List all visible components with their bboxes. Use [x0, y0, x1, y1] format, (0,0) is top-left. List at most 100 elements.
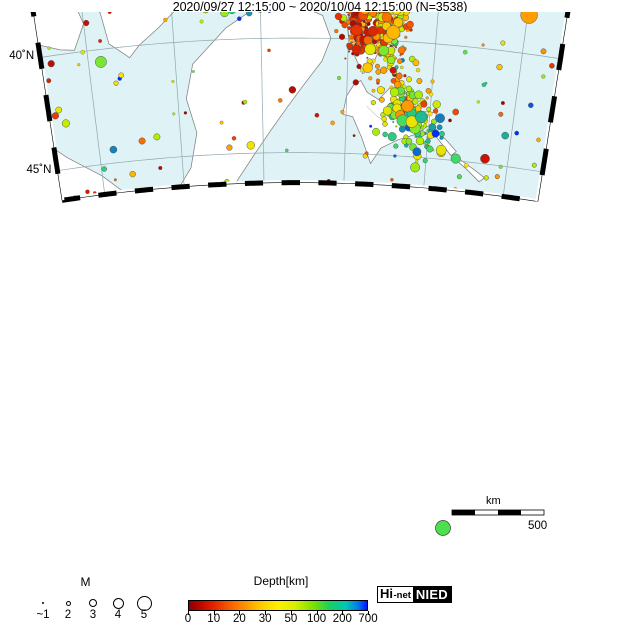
epicenter-marker	[427, 146, 433, 152]
epicenter-marker	[154, 134, 160, 140]
epicenter-marker	[463, 50, 467, 54]
epicenter-marker	[227, 145, 233, 151]
epicenter-marker	[416, 68, 420, 72]
epicenter-marker	[379, 46, 389, 56]
epicenter-marker	[480, 154, 489, 163]
epicenter-marker	[289, 86, 296, 93]
epicenter-marker	[400, 66, 403, 69]
magnitude-label-5: 5	[141, 609, 147, 622]
epicenter-marker	[267, 49, 270, 52]
epicenter-marker	[130, 171, 136, 177]
logo-hi-text: Hi	[380, 587, 393, 601]
epicenter-marker	[366, 57, 368, 59]
epicenter-marker	[158, 166, 162, 170]
epicenter-marker	[390, 178, 393, 181]
epicenter-marker	[431, 80, 435, 84]
epicenter-marker	[501, 101, 505, 105]
hinet-nied-logo[interactable]: Hi-net NIED	[377, 586, 452, 603]
scale-bar-segment	[452, 510, 475, 515]
magnitude-symbol-4	[113, 598, 124, 609]
epicenter-marker	[477, 100, 480, 103]
epicenter-marker	[387, 56, 395, 64]
epicenter-marker	[379, 97, 384, 102]
epicenter-marker	[406, 86, 412, 92]
magnitude-symbol-2	[66, 601, 71, 606]
epicenter-marker	[246, 12, 252, 16]
epicenter-marker	[342, 22, 348, 28]
epicenter-marker	[415, 91, 423, 99]
epicenter-marker	[536, 138, 540, 142]
land-sakhalin	[372, 185, 391, 212]
magnitude-label-4: 4	[115, 609, 121, 622]
lat-tick-40: 40˚N	[0, 50, 34, 62]
epicenter-marker	[394, 144, 399, 149]
epicenter-marker	[348, 51, 350, 53]
epicenter-marker	[423, 124, 427, 128]
epicenter-marker	[114, 81, 119, 86]
depth-tick-20	[239, 611, 240, 615]
epicenter-marker	[464, 163, 468, 167]
epicenter-marker	[541, 49, 546, 54]
epicenter-marker	[285, 149, 288, 152]
depth-legend-title: Depth[km]	[186, 574, 376, 588]
epicenter-marker	[392, 121, 394, 123]
epicenter-marker	[52, 112, 59, 119]
epicenter-marker	[451, 154, 461, 164]
epicenter-marker	[46, 78, 51, 83]
epicenter-marker	[528, 103, 533, 108]
epicenter-marker	[495, 174, 500, 179]
hinet-wordmark: Hi-net	[378, 587, 413, 602]
epicenter-marker	[406, 138, 412, 144]
epicenter-marker	[376, 79, 380, 83]
epicenter-marker	[192, 70, 195, 73]
scale-bar-unit: km	[486, 495, 501, 507]
epicenter-marker	[83, 20, 89, 26]
epicenter-marker	[426, 139, 431, 144]
scale-reference-marker	[436, 521, 451, 536]
epicenter-marker	[102, 167, 107, 172]
depth-tick-100	[317, 611, 318, 615]
epicenter-marker	[139, 138, 145, 144]
epicenter-marker	[172, 113, 175, 116]
epicenter-marker	[372, 128, 379, 135]
epicenter-marker	[371, 100, 376, 105]
epicenter-marker	[397, 59, 402, 64]
epicenter-marker	[515, 131, 519, 135]
magnitude-label-3: 3	[90, 609, 96, 622]
epicenter-marker	[365, 44, 376, 55]
epicenter-marker	[532, 163, 536, 167]
epicenter-marker	[85, 190, 89, 194]
epicenter-marker	[390, 88, 399, 97]
epicenter-marker	[352, 45, 361, 54]
depth-colorbar	[188, 600, 368, 611]
epicenter-marker	[48, 60, 55, 67]
epicenter-marker	[368, 26, 378, 36]
seismicity-map: 45˚N40˚N35˚N30˚N25˚N125˚E130˚E135˚E140˚E…	[0, 12, 640, 572]
epicenter-marker	[482, 44, 485, 47]
magnitude-label-2: 2	[65, 609, 71, 622]
epicenter-marker	[348, 15, 350, 17]
logo-net-text: -net	[394, 589, 411, 603]
epicenter-marker	[499, 165, 503, 169]
epicenter-marker	[390, 67, 396, 73]
epicenter-marker	[352, 40, 355, 43]
epicenter-marker	[382, 12, 392, 22]
epicenter-marker	[417, 78, 422, 83]
epicenter-marker	[429, 124, 436, 131]
scale-bar-segment	[498, 510, 521, 515]
depth-tick-50	[291, 611, 292, 615]
epicenter-marker	[48, 47, 51, 50]
epicenter-marker	[502, 132, 509, 139]
epicenter-marker	[421, 101, 427, 107]
epicenter-marker	[407, 21, 414, 28]
depth-tick-10	[214, 611, 215, 615]
epicenter-marker	[98, 39, 102, 43]
lat-tick-45: 45˚N	[5, 164, 51, 176]
epicenter-marker	[437, 125, 442, 130]
epicenter-marker	[406, 77, 411, 82]
epicenter-marker	[243, 100, 247, 104]
epicenter-marker	[278, 98, 282, 102]
